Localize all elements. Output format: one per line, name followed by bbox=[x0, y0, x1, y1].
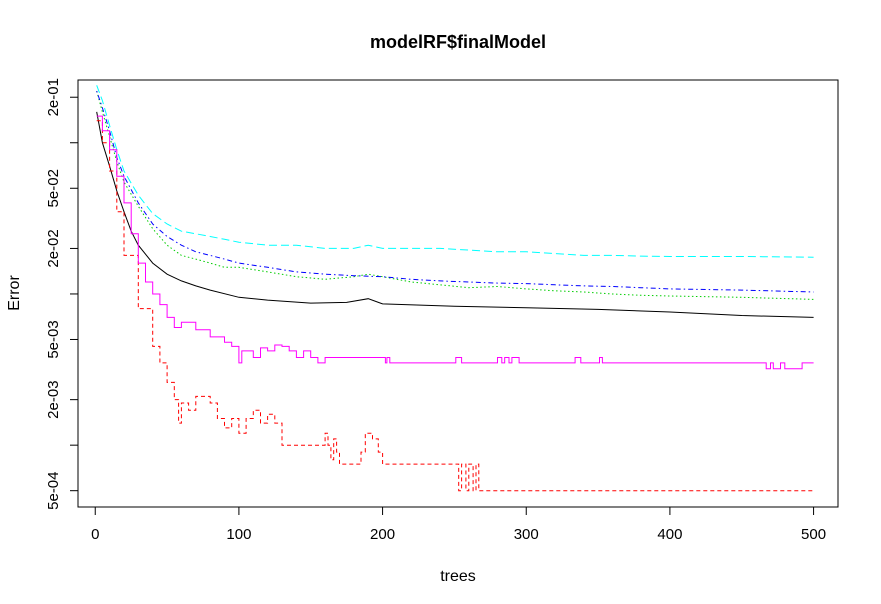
series-line-6 bbox=[96, 115, 814, 370]
series-line-2 bbox=[96, 120, 814, 492]
y-axis: 2e-01 5e-02 2e-02 5e-03 2e-03 5e-04 bbox=[45, 78, 79, 510]
chart-title: modelRF$finalModel bbox=[370, 32, 546, 52]
plot-box bbox=[77, 79, 839, 508]
y-tick-label: 2e-01 bbox=[45, 78, 62, 116]
y-tick-label: 2e-02 bbox=[45, 229, 62, 267]
series-line-1 bbox=[96, 111, 814, 318]
x-tick-label: 100 bbox=[226, 526, 251, 543]
y-tick-label: 5e-03 bbox=[45, 320, 62, 358]
series-layer bbox=[96, 85, 814, 492]
series-line-3 bbox=[96, 90, 814, 300]
y-tick-label: 2e-03 bbox=[45, 380, 62, 418]
x-tick-label: 400 bbox=[657, 526, 682, 543]
y-axis-label: Error bbox=[6, 275, 23, 311]
x-tick-label: 500 bbox=[801, 526, 826, 543]
series-line-5 bbox=[96, 85, 814, 258]
series-line-4 bbox=[96, 90, 814, 293]
y-tick-label: 5e-02 bbox=[45, 169, 62, 207]
x-tick-label: 0 bbox=[91, 526, 99, 543]
y-tick-label: 5e-04 bbox=[45, 471, 62, 509]
x-axis: 0 100 200 300 400 500 bbox=[91, 506, 826, 543]
x-tick-label: 200 bbox=[370, 526, 395, 543]
x-axis-label: trees bbox=[440, 568, 476, 585]
x-tick-label: 300 bbox=[514, 526, 539, 543]
